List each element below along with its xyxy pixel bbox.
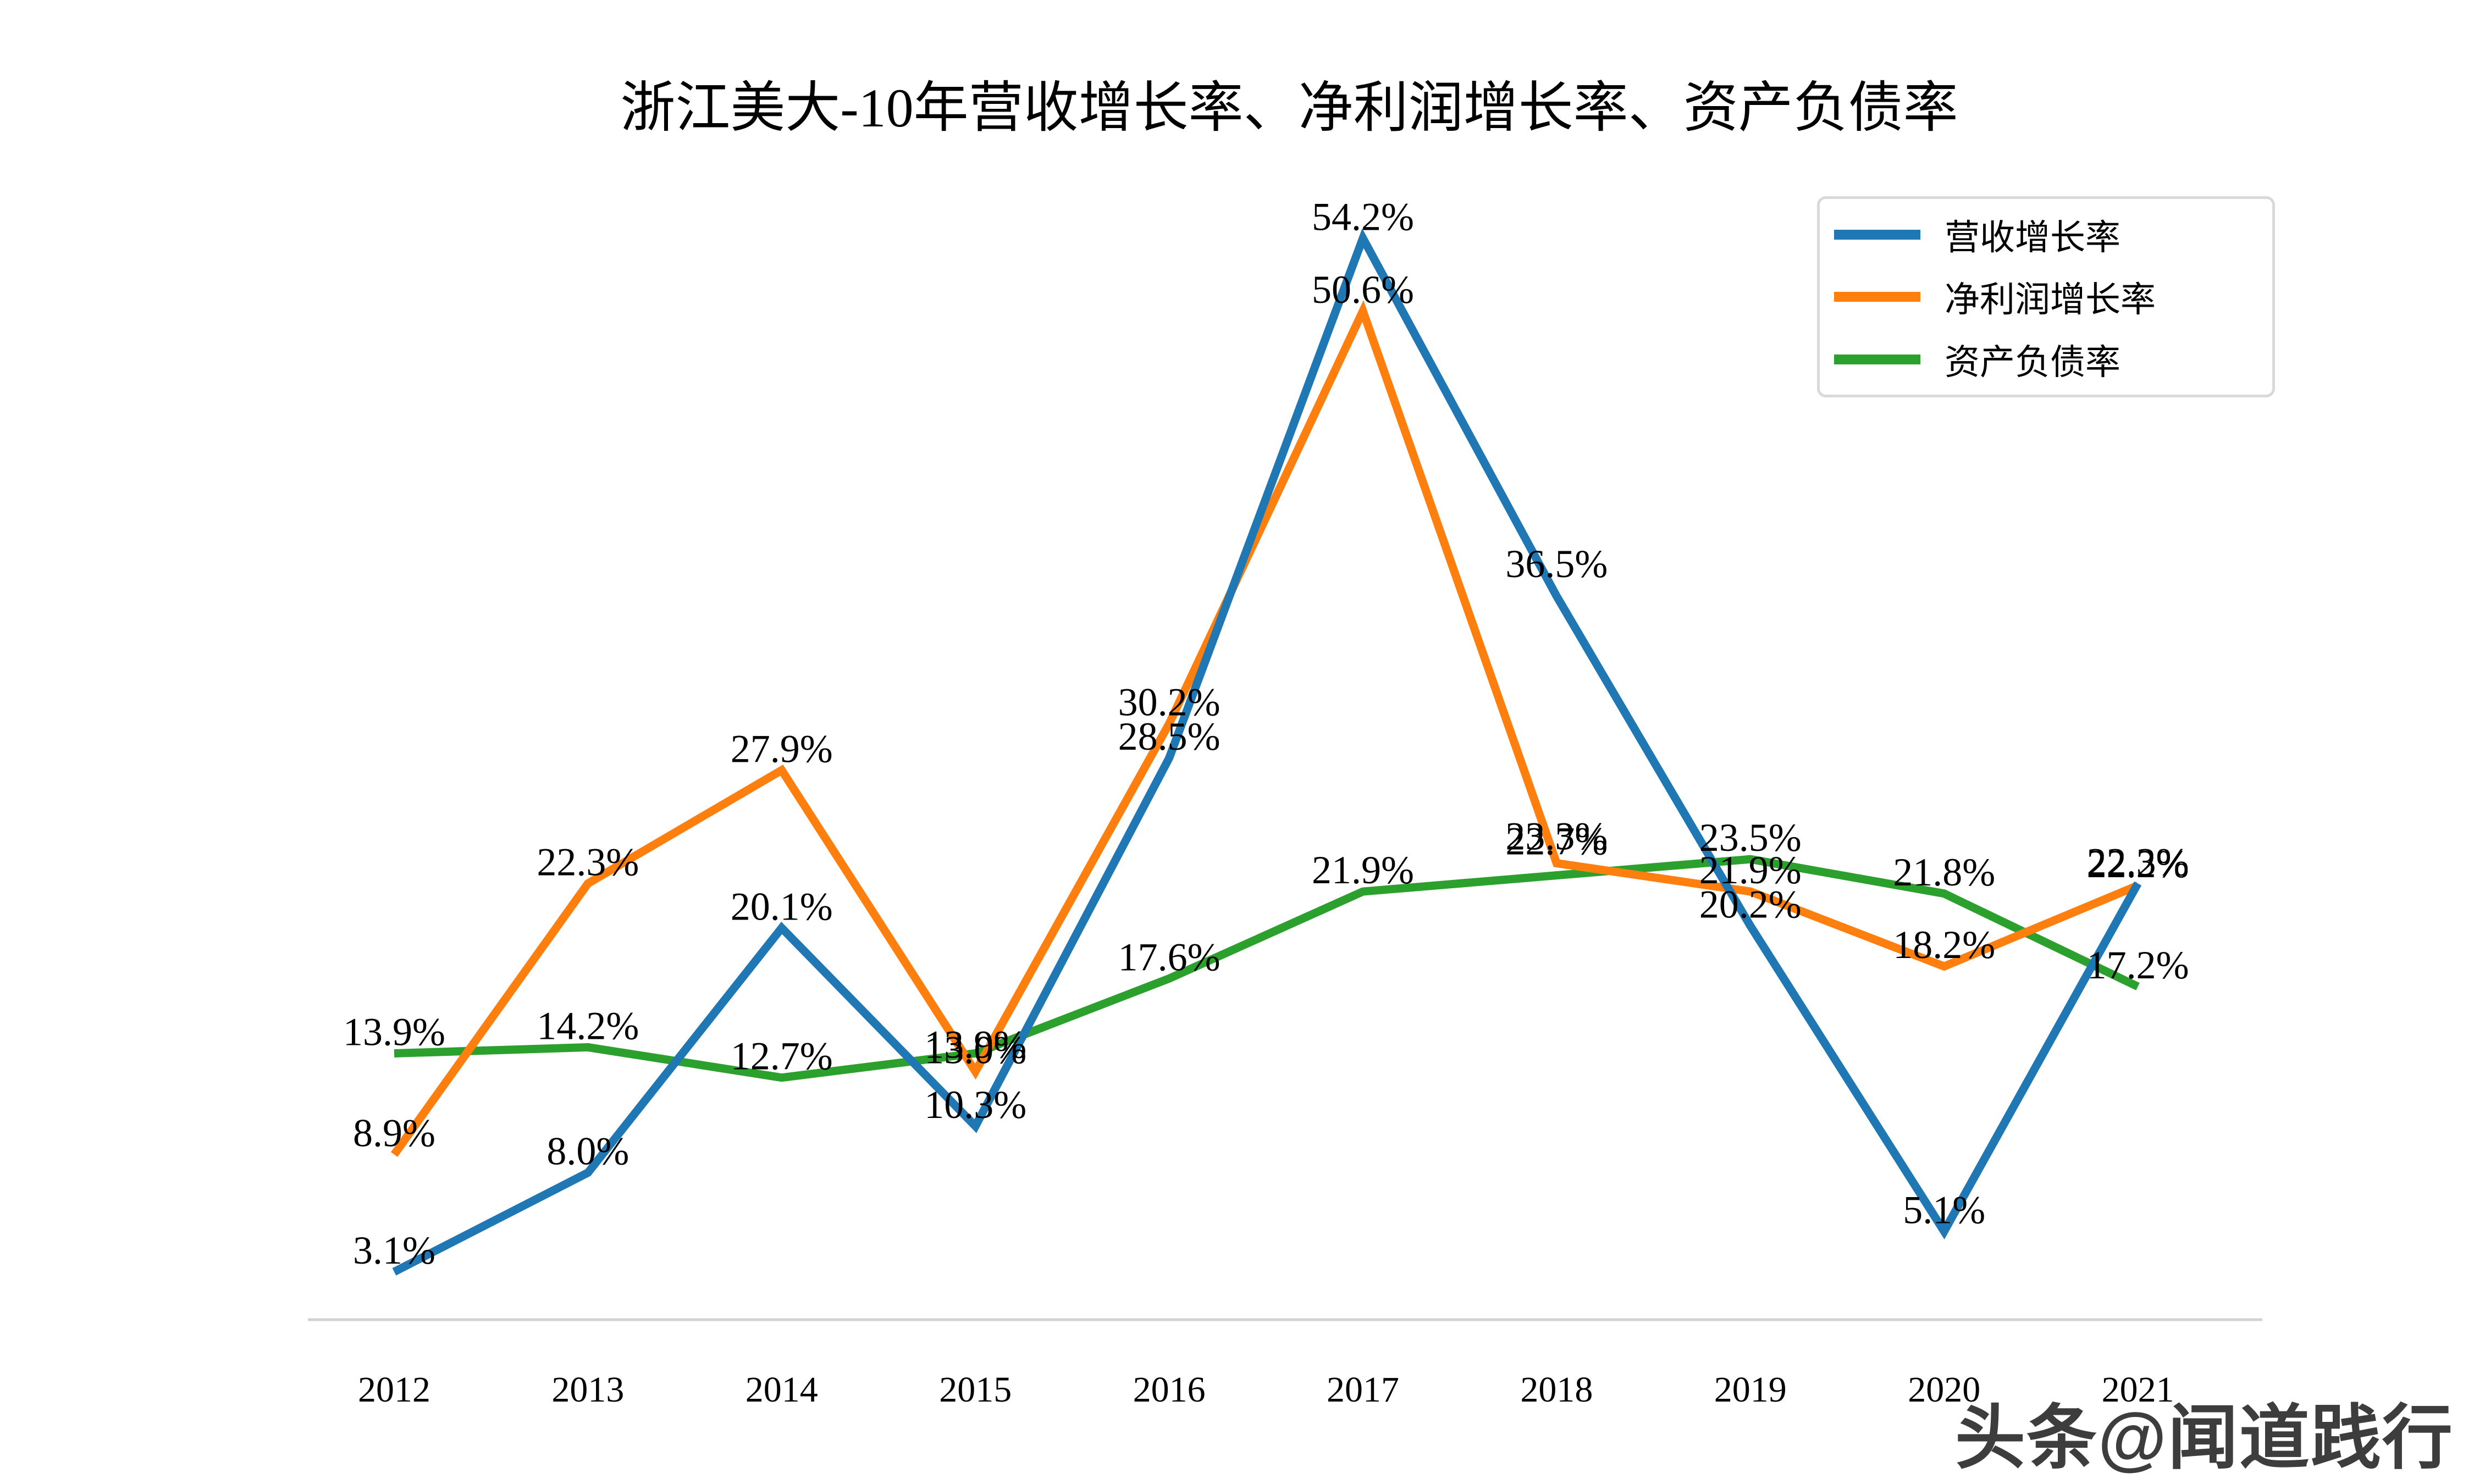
legend-swatch-green-line [1834,354,1920,364]
data-label-营收增长率-2019: 20.2% [1699,883,1802,927]
x-tick-label: 2012 [358,1370,430,1410]
series-line-营收增长率 [392,228,2142,1276]
x-tick-label: 2021 [2102,1370,2174,1410]
series-line-资产负债率 [394,855,2140,1082]
watermark-text: 头条@闻道践行 [1955,1399,2454,1477]
data-label-资产负债率-2020: 21.8% [1893,850,1995,894]
data-label-资产负债率-2015: 13.9% [924,1022,1026,1066]
data-label-资产负债率-2021: 17.2% [2087,943,2189,987]
data-label-资产负债率-2013: 14.2% [537,1004,639,1048]
data-label-资产负债率-2014: 12.7% [731,1034,833,1078]
x-tick-label: 2014 [745,1370,818,1410]
data-label-净利润增长率-2013: 22.3% [537,840,639,884]
chart-legend: 营收增长率 净利润增长率 资产负债率 [1817,196,2275,397]
x-tick-label: 2017 [1327,1370,1399,1410]
legend-swatch-orange-line [1834,292,1920,302]
legend-item-net-profit-growth: 净利润增长率 [1820,267,2272,327]
chart-title: 浙江美大-10年营收增长率、净利润增长率、资产负债率 [620,77,1958,139]
data-label-净利润增长率-2014: 27.9% [731,727,833,771]
data-label-资产负债率-2019: 23.5% [1699,816,1802,860]
legend-item-debt-ratio: 资产负债率 [1820,329,2272,390]
x-tick-label: 2019 [1714,1370,1787,1410]
data-label-净利润增长率-2012: 8.9% [353,1111,435,1155]
data-label-净利润增长率-2019: 21.9% [1699,848,1802,892]
data-label-净利润增长率-2021: 22.2% [2087,842,2189,886]
data-label-营收增长率-2013: 8.0% [546,1129,629,1173]
data-label-资产负债率-2018: 22.7% [1505,819,1608,863]
data-label-营收增长率-2018: 36.5% [1505,542,1608,586]
data-label-净利润增长率-2018: 23.3% [1505,815,1608,859]
data-label-净利润增长率-2015: 13.0% [924,1028,1026,1072]
data-label-资产负债率-2017: 21.9% [1312,848,1414,892]
x-tick-label: 2015 [939,1370,1012,1410]
data-label-营收增长率-2021: 22.3% [2087,840,2189,884]
data-label-营收增长率-2012: 3.1% [353,1228,435,1272]
series-line-净利润增长率 [390,300,2140,1157]
x-tick-label: 2013 [551,1370,624,1410]
data-label-净利润增长率-2020: 18.2% [1893,923,1995,967]
data-label-营收增长率-2015: 10.3% [924,1083,1026,1127]
x-tick-label: 2020 [1908,1370,1980,1410]
legend-label: 净利润增长率 [1945,280,2156,319]
data-label-营收增长率-2016: 28.5% [1118,715,1221,758]
data-label-营收增长率-2017: 54.2% [1312,195,1414,239]
data-label-营收增长率-2014: 20.1% [731,884,833,928]
x-tick-label: 2018 [1520,1370,1593,1410]
data-label-资产负债率-2016: 17.6% [1118,935,1221,979]
data-label-净利润增长率-2016: 30.2% [1118,680,1221,724]
data-label-资产负债率-2012: 13.9% [343,1010,445,1054]
x-tick-label: 2016 [1133,1370,1206,1410]
legend-label: 营收增长率 [1945,218,2120,257]
legend-item-revenue-growth: 营收增长率 [1820,204,2272,265]
data-label-营收增长率-2020: 5.1% [1903,1188,1985,1232]
data-label-净利润增长率-2017: 50.6% [1312,268,1414,312]
legend-label: 资产负债率 [1945,342,2120,382]
legend-swatch-blue-line [1834,229,1920,240]
